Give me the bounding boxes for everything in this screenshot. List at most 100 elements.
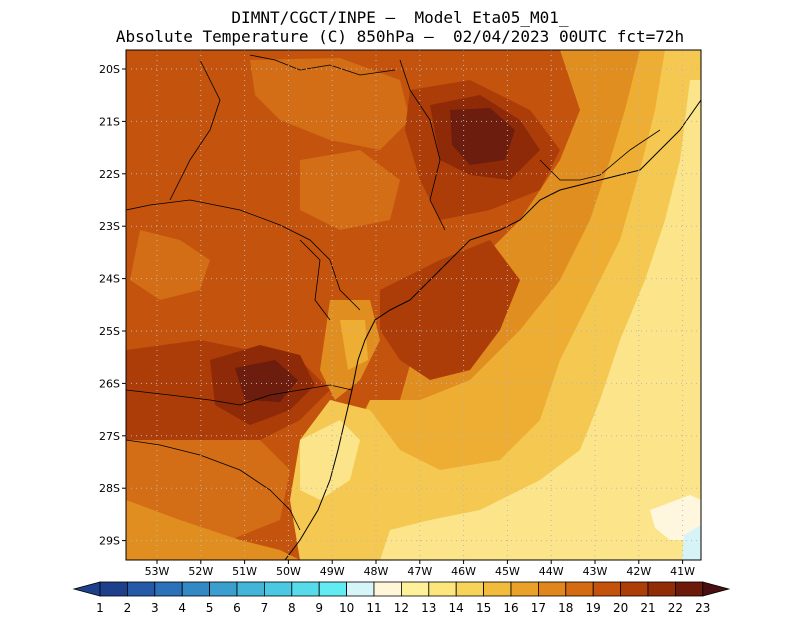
colorbar-arrow-left	[72, 581, 101, 597]
colorbar-label: 12	[394, 601, 409, 615]
colorbar-swatch	[620, 581, 649, 597]
field-patch-18-north	[250, 58, 410, 150]
colorbar-label: 18	[558, 601, 573, 615]
colorbar-swatch	[428, 581, 457, 597]
lat-tick-label: 20S	[99, 63, 120, 76]
colorbar: 1 2 3 4 5 6 7 8 9 10 11 12 13 14 15 16 17 18 19 20 21 22 23	[72, 581, 731, 615]
state-border	[399, 59, 446, 231]
field-patch-16-coast	[340, 320, 368, 370]
state-border	[539, 129, 661, 181]
title-line-2: Absolute Temperature (C) 850hPa – 02/04/…	[115, 27, 685, 46]
colorbar-swatch	[455, 581, 485, 597]
colorbar-label: 9	[315, 601, 323, 615]
lon-tick-label: 43W	[583, 565, 608, 578]
field-patch-20-offshore	[380, 240, 520, 380]
lat-tick-label: 25S	[99, 325, 120, 338]
colorbar-swatch	[346, 581, 375, 597]
colorbar-label: 16	[503, 601, 518, 615]
state-border	[126, 384, 353, 406]
colorbar-label: 21	[640, 601, 655, 615]
lat-tick-label: 26S	[99, 377, 120, 390]
colorbar-arrow-right	[702, 581, 731, 597]
colorbar-swatch	[373, 581, 402, 597]
colorbar-swatch	[483, 581, 512, 597]
lat-tick-label: 24S	[99, 273, 120, 286]
colorbar-swatch	[209, 581, 238, 597]
colorbar-swatch	[510, 581, 539, 597]
lat-lon-grid	[126, 50, 701, 560]
map-frame	[125, 49, 702, 561]
colorbar-swatch	[538, 581, 567, 597]
colorbar-label: 7	[261, 601, 269, 615]
field-patch-11	[650, 495, 701, 540]
colorbar-label: 22	[668, 601, 683, 615]
colorbar-swatch	[263, 581, 293, 597]
lon-tick-label: 47W	[407, 565, 432, 578]
field-band-14	[380, 80, 701, 560]
colorbar-label: 1	[96, 601, 104, 615]
lat-tick-label: 23S	[99, 220, 120, 233]
colorbar-label: 19	[586, 601, 601, 615]
field-patch-22-core	[450, 108, 515, 165]
lon-tick-label: 41W	[670, 565, 695, 578]
colorbar-label: 15	[476, 601, 491, 615]
field-patch-18-south	[126, 440, 290, 540]
lat-tick-label: 28S	[99, 482, 120, 495]
colorbar-swatch	[647, 581, 676, 597]
longitude-axis: 53W 52W 51W 50W 49W 48W 47W 46W 45W 44W 43W 42W 41W	[145, 560, 695, 578]
colorbar-label: 4	[178, 601, 186, 615]
state-border	[126, 439, 301, 531]
lat-tick-label: 21S	[99, 115, 120, 128]
colorbar-swatch	[400, 581, 430, 597]
colorbar-swatch	[565, 581, 594, 597]
colorbar-label: 10	[339, 601, 354, 615]
field-patch-22-southwest	[235, 360, 298, 402]
state-border	[169, 59, 221, 201]
colorbar-swatch	[181, 581, 210, 597]
colorbar-label: 17	[531, 601, 546, 615]
lon-tick-label: 45W	[495, 565, 520, 578]
field-patch-14-coast	[300, 420, 360, 500]
lat-tick-label: 27S	[99, 430, 120, 443]
lon-tick-label: 48W	[364, 565, 389, 578]
colorbar-label: 6	[233, 601, 241, 615]
colorbar-label: 5	[206, 601, 214, 615]
lat-tick-label: 29S	[99, 535, 120, 548]
lon-tick-label: 52W	[188, 565, 213, 578]
lon-tick-label: 50W	[276, 565, 301, 578]
latitude-axis: 20S 21S 22S 23S 24S 25S 26S 27S 28S 29S	[99, 63, 126, 548]
colorbar-label: 23	[695, 601, 710, 615]
lon-tick-label: 53W	[145, 565, 170, 578]
lon-tick-label: 46W	[451, 565, 476, 578]
field-patch-17-south	[126, 500, 300, 560]
colorbar-label: 2	[124, 601, 132, 615]
colorbar-label: 14	[449, 601, 464, 615]
field-patch-18-central	[300, 150, 400, 230]
colorbar-swatch	[291, 581, 320, 597]
colorbar-label: 11	[366, 601, 381, 615]
lon-tick-label: 44W	[539, 565, 564, 578]
title-line-1: DIMNT/CGCT/INPE – Model Eta05_M01_	[231, 8, 569, 27]
colorbar-swatch	[318, 581, 348, 597]
colorbar-swatch	[154, 581, 183, 597]
state-border	[126, 199, 361, 311]
colorbar-swatch	[127, 581, 156, 597]
state-border	[249, 54, 396, 76]
lon-tick-label: 49W	[320, 565, 345, 578]
colorbar-label: 8	[288, 601, 296, 615]
colorbar-swatch	[675, 581, 704, 597]
lat-tick-label: 22S	[99, 168, 120, 181]
colorbar-swatch	[99, 581, 128, 597]
temperature-field	[126, 50, 701, 560]
lon-tick-label: 51W	[232, 565, 257, 578]
colorbar-swatch	[592, 581, 622, 597]
colorbar-label: 20	[613, 601, 628, 615]
state-border	[299, 239, 331, 321]
colorbar-label: 13	[421, 601, 436, 615]
field-patch-10	[682, 525, 701, 560]
field-patch-18-west	[130, 230, 210, 300]
lon-tick-label: 42W	[626, 565, 651, 578]
colorbar-label: 3	[151, 601, 159, 615]
colorbar-swatch	[236, 581, 265, 597]
